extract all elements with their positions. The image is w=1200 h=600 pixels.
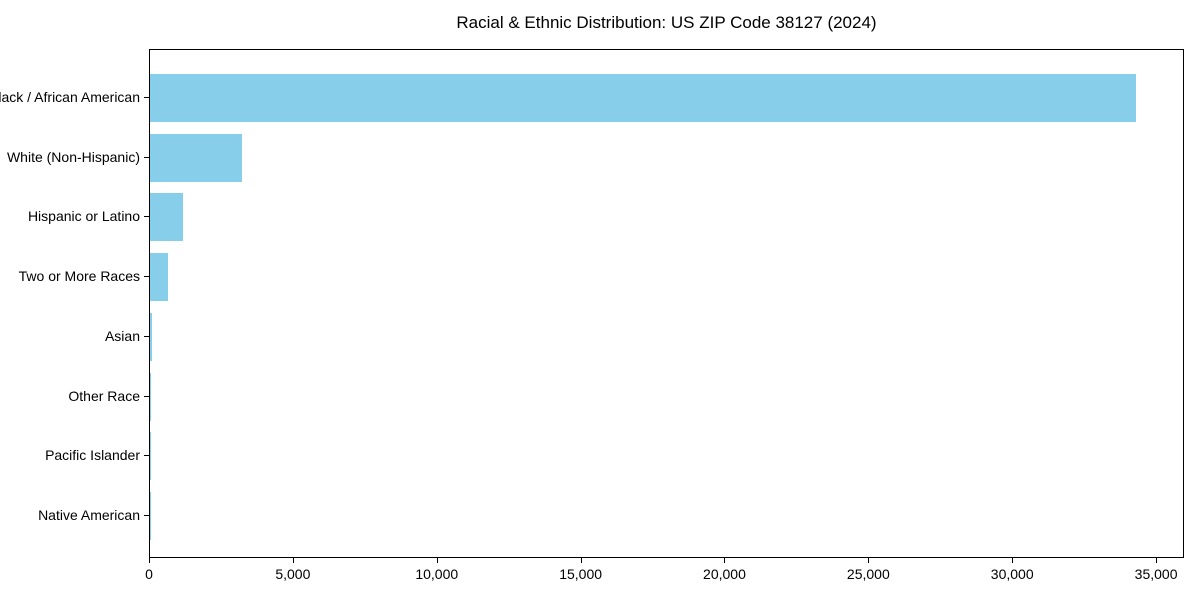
x-tick-label: 5,000 bbox=[275, 566, 311, 582]
y-tick-mark bbox=[144, 156, 149, 158]
bar bbox=[150, 253, 168, 302]
y-tick-mark bbox=[144, 335, 149, 337]
x-tick-mark bbox=[149, 558, 150, 563]
y-tick-mark bbox=[144, 514, 149, 516]
bar bbox=[150, 74, 1137, 122]
y-tick-mark bbox=[144, 97, 149, 98]
x-tick-mark bbox=[580, 558, 582, 563]
y-tick-label: White (Non-Hispanic) bbox=[6, 148, 140, 165]
y-tick-label: Other Race bbox=[68, 387, 140, 404]
y-tick-label: Native American bbox=[38, 506, 140, 523]
x-tick-mark bbox=[436, 558, 438, 563]
x-tick-label: 35,000 bbox=[1134, 566, 1178, 582]
bar bbox=[150, 372, 152, 421]
y-tick-label: Pacific Islander bbox=[45, 447, 140, 464]
x-tick-label: 10,000 bbox=[415, 566, 459, 582]
x-tick-mark bbox=[1012, 558, 1014, 563]
y-tick-label: Black / African American bbox=[0, 89, 140, 105]
x-tick-label: 15,000 bbox=[559, 566, 603, 582]
x-tick-label: 30,000 bbox=[990, 566, 1034, 582]
x-tick-mark bbox=[868, 558, 870, 563]
x-tick-label: 0 bbox=[145, 566, 153, 582]
y-tick-label: Asian bbox=[104, 327, 140, 344]
bar bbox=[150, 133, 242, 182]
x-tick-mark bbox=[292, 558, 294, 563]
x-tick-label: 25,000 bbox=[846, 566, 890, 582]
y-tick-mark bbox=[144, 216, 149, 218]
plot-area bbox=[149, 49, 1184, 558]
y-tick-mark bbox=[144, 455, 149, 457]
y-tick-mark bbox=[144, 276, 149, 278]
y-tick-mark bbox=[144, 395, 149, 397]
x-tick-label: 20,000 bbox=[703, 566, 746, 582]
bar bbox=[150, 193, 184, 242]
chart-title: Racial & Ethnic Distribution: US ZIP Cod… bbox=[456, 13, 877, 32]
x-tick-mark bbox=[1156, 558, 1158, 563]
y-tick-label: Hispanic or Latino bbox=[27, 208, 140, 225]
y-tick-label: Two or More Races bbox=[18, 268, 140, 285]
bar bbox=[150, 312, 152, 361]
x-tick-mark bbox=[724, 558, 726, 563]
